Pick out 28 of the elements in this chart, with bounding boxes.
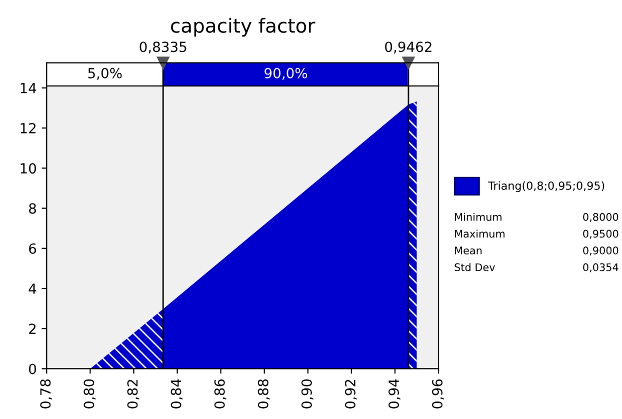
x-tick-label: 0,78 bbox=[40, 379, 52, 408]
x-tick-label: 0,92 bbox=[344, 380, 357, 408]
x-tick-label: 0,88 bbox=[258, 379, 270, 408]
x-tick-label: 0,82 bbox=[127, 380, 140, 408]
chart-title: capacity factor bbox=[171, 18, 316, 37]
x-tick-label: 0,96 bbox=[432, 379, 444, 408]
y-tick-label: 0 bbox=[29, 364, 36, 374]
text: Std Dev 0,0354 bbox=[454, 263, 618, 272]
text: 90,0% bbox=[264, 68, 308, 80]
y-tick-label: 2 bbox=[29, 324, 36, 334]
y-tick-label: 10 bbox=[20, 163, 36, 174]
x-tick-label: 0,80 bbox=[84, 379, 96, 408]
x-tick-label: 0,86 bbox=[214, 379, 226, 408]
text: 5,0% bbox=[88, 68, 122, 80]
x-tick-label: 0,84 bbox=[170, 379, 183, 408]
text: Mean 0,9000 bbox=[455, 246, 618, 256]
ref-line-label: 0,9462 bbox=[385, 42, 432, 54]
y-tick-label: 12 bbox=[20, 122, 36, 134]
text: Minimum 0,8000 bbox=[455, 212, 618, 222]
x-tick-label: 0,90 bbox=[301, 379, 314, 408]
y-tick-label: 8 bbox=[29, 203, 36, 214]
x-tick-label: 0,94 bbox=[388, 379, 400, 408]
text: Maximum 0,9500 bbox=[455, 230, 618, 239]
y-tick-label: 4 bbox=[28, 284, 36, 294]
ref-line-label: 0,8335 bbox=[140, 42, 186, 54]
y-tick-label: 6 bbox=[29, 243, 36, 254]
y-tick-label: 14 bbox=[20, 83, 36, 94]
legend-label: Triang(0,8;0,95;0,95) bbox=[488, 181, 604, 192]
